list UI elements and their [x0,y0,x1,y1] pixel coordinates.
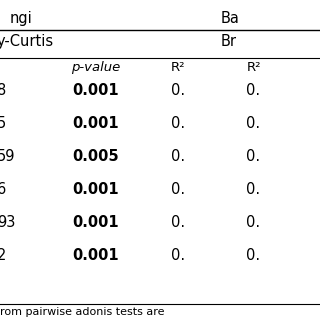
Text: 0.: 0. [246,83,260,98]
Text: 6: 6 [0,182,6,197]
Text: 0.: 0. [246,248,260,263]
Text: 0.: 0. [246,215,260,230]
Text: R²: R² [171,61,186,74]
Text: 5: 5 [0,116,6,131]
Text: ngi: ngi [10,11,32,26]
Text: 0.: 0. [246,149,260,164]
Text: 8: 8 [0,83,6,98]
Text: 0.: 0. [246,182,260,197]
Text: 59: 59 [0,149,15,164]
Text: 2: 2 [0,248,6,263]
Text: 0.005: 0.005 [73,149,119,164]
Text: 93: 93 [0,215,15,230]
Text: Ba: Ba [221,11,240,26]
Text: 0.: 0. [171,83,185,98]
Text: 0.001: 0.001 [73,248,119,263]
Text: 0.001: 0.001 [73,83,119,98]
Text: 0.001: 0.001 [73,116,119,131]
Text: 0.: 0. [171,215,185,230]
Text: 0.: 0. [246,116,260,131]
Text: y-Curtis: y-Curtis [0,34,54,49]
Text: 0.: 0. [171,182,185,197]
Text: Br: Br [221,34,237,49]
Text: 0.001: 0.001 [73,215,119,230]
Text: 0.: 0. [171,116,185,131]
Text: 0.: 0. [171,248,185,263]
Text: p-value: p-value [71,61,121,74]
Text: R²: R² [246,61,261,74]
Text: rom pairwise adonis tests are: rom pairwise adonis tests are [0,307,164,317]
Text: 0.: 0. [171,149,185,164]
Text: 0.001: 0.001 [73,182,119,197]
